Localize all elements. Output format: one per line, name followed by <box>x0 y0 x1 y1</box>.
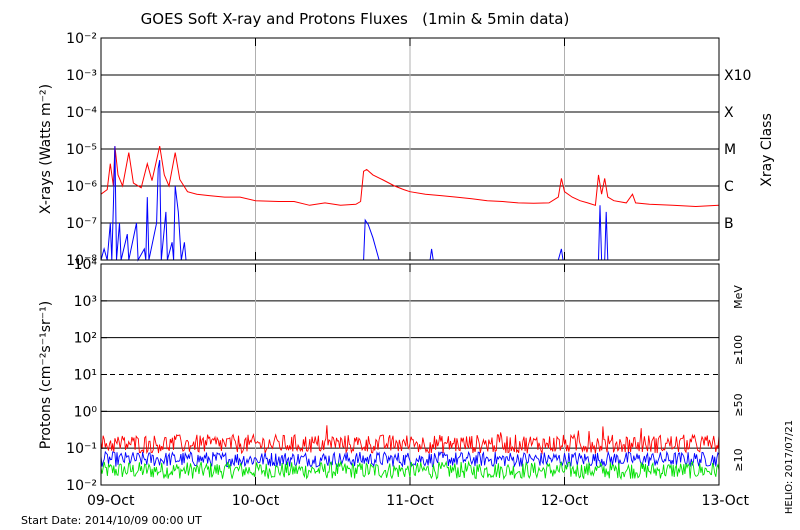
x-tick-label: 11-Oct <box>386 493 434 509</box>
proton-panel: 10⁴ 10³ 10² 10¹ 10⁰ 10⁻¹ 10⁻² Protons (cm⁻²s⁻¹… <box>38 257 745 494</box>
xray-panel: 10⁻² 10⁻³ 10⁻⁴ 10⁻⁵ 10⁻⁶ 10⁻⁷ 10⁻⁸ X10 X M C B X-r… <box>38 31 775 269</box>
xray-y-tick-label: 10⁻⁶ <box>66 179 97 195</box>
credit-label: HELIO: 2017/07/21 <box>784 420 795 514</box>
chart-title: GOES Soft X-ray and Protons Fluxes (1min… <box>141 10 570 28</box>
proton-y-tick-label: 10¹ <box>74 368 97 384</box>
proton-legend-label: ≥10 <box>732 448 745 471</box>
proton-y-tick-label: 10³ <box>74 294 97 310</box>
proton-y-tick-label: 10⁰ <box>74 404 98 420</box>
x-axis-ticks: 09-Oct 10-Oct 11-Oct 12-Oct 13-Oct <box>87 38 750 509</box>
proton-y-tick-label: 10² <box>74 331 97 347</box>
x-tick-label: 10-Oct <box>232 493 280 509</box>
proton-legend-label: ≥100 <box>732 335 745 365</box>
xray-y-tick-label: 10⁻⁷ <box>66 216 97 232</box>
xray-class-label: B <box>724 216 734 232</box>
xray-class-label: X10 <box>724 68 751 84</box>
xray-y-tick-label: 10⁻⁵ <box>66 142 97 158</box>
start-date: Start Date: 2014/10/09 00:00 UT <box>21 514 202 527</box>
x-tick-label: 09-Oct <box>87 493 135 509</box>
xray-axis-label: X-rays (Watts m⁻²) <box>38 84 54 214</box>
proton-y-tick-label: 10⁻² <box>66 478 97 494</box>
x-tick-label: 13-Oct <box>702 493 750 509</box>
x-tick-label: 12-Oct <box>541 493 589 509</box>
proton-y-tick-label: 10⁻¹ <box>66 441 97 457</box>
xray-class-label: M <box>724 142 736 158</box>
xray-y-tick-label: 10⁻³ <box>66 68 97 84</box>
xray-class-label: C <box>724 179 734 195</box>
proton-series-line <box>100 425 720 455</box>
proton-y-tick-label: 10⁴ <box>74 257 98 273</box>
xray-class-axis-label: Xray Class <box>759 113 775 187</box>
proton-legend-label: ≥50 <box>732 393 745 416</box>
xray-series-line <box>100 145 720 208</box>
proton-axis-label: Protons (cm⁻²s⁻¹sr⁻¹) <box>38 301 54 450</box>
xray-y-tick-label: 10⁻⁴ <box>66 105 97 121</box>
xray-class-label: X <box>724 105 734 121</box>
proton-unit-label: MeV <box>732 285 745 309</box>
xray-y-tick-label: 10⁻² <box>66 31 97 47</box>
proton-series-line <box>100 450 720 468</box>
xray-y-tick-label: 10⁻⁸ <box>66 253 97 269</box>
